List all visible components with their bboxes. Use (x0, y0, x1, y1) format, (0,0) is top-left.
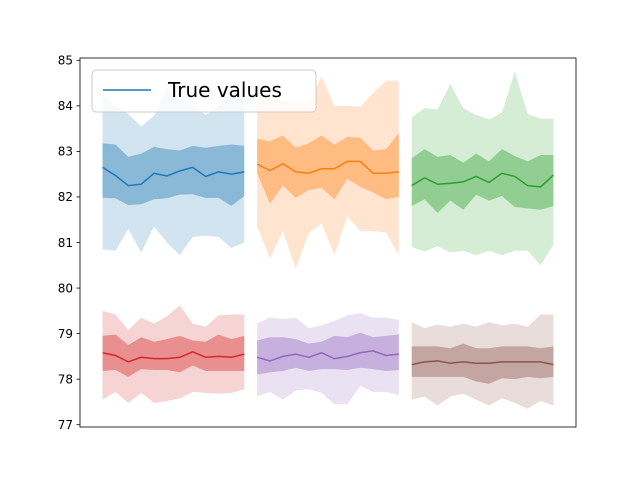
inner-band-3 (102, 334, 245, 377)
mean-lines (102, 160, 554, 366)
y-tick-label: 78 (58, 372, 73, 386)
outer-band-1 (257, 76, 399, 269)
mean-line-4 (256, 350, 399, 362)
outer-band-4 (257, 313, 399, 405)
y-tick-label: 83 (58, 145, 73, 159)
outer-band-3 (102, 305, 245, 403)
outer-band-0 (102, 88, 245, 256)
inner-band-2 (411, 149, 554, 213)
y-tick-label: 79 (58, 327, 73, 341)
legend-box (91, 69, 317, 113)
confidence-bands (102, 71, 554, 409)
mean-line-5 (411, 360, 554, 366)
y-tick-label: 85 (58, 54, 73, 68)
inner-band-0 (102, 143, 245, 207)
y-tick-label: 77 (58, 418, 73, 432)
y-tick-label: 81 (58, 236, 73, 250)
y-tick-label: 82 (58, 190, 73, 204)
mean-line-3 (102, 351, 245, 363)
mean-line-0 (102, 166, 245, 187)
mean-line-2 (411, 172, 554, 188)
legend-label: True values (167, 78, 282, 102)
legend: True values (91, 69, 317, 113)
outer-band-2 (411, 71, 554, 266)
y-tick-label: 84 (58, 99, 73, 113)
outer-band-5 (411, 314, 554, 409)
y-tick-label: 80 (58, 281, 73, 295)
y-axis: 77 78 79 80 81 82 83 84 85 (58, 54, 80, 432)
inner-band-4 (257, 332, 399, 375)
mean-line-1 (256, 160, 399, 175)
